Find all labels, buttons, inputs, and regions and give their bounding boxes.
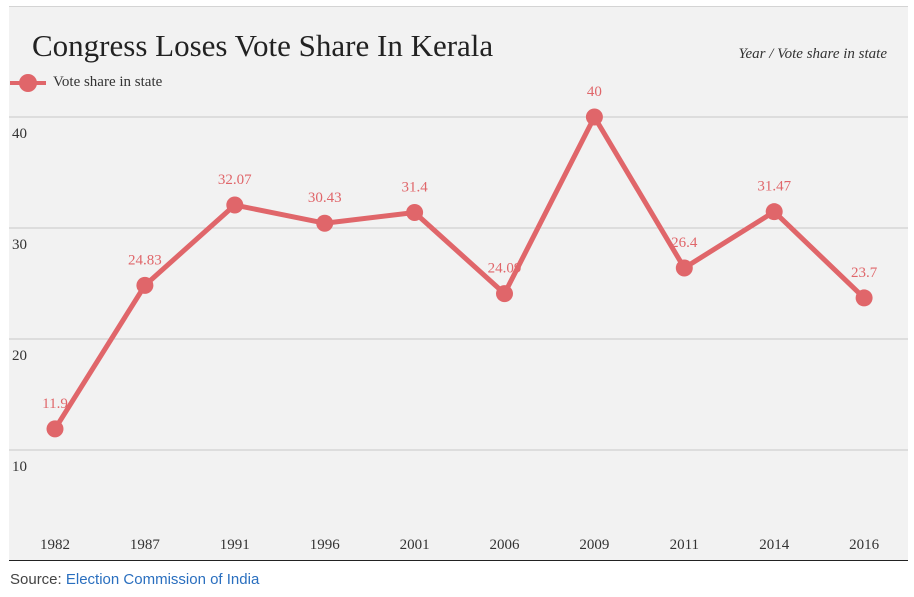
data-point xyxy=(765,203,783,221)
chart-title: Congress Loses Vote Share In Kerala xyxy=(32,28,494,63)
data-point xyxy=(226,196,244,214)
x-tick-label: 2014 xyxy=(759,537,790,553)
x-tick-label: 2001 xyxy=(400,537,430,553)
x-tick-label: 1996 xyxy=(310,537,341,553)
data-label: 40 xyxy=(587,84,602,100)
x-tick-label: 2016 xyxy=(849,537,880,553)
legend-label: Vote share in state xyxy=(53,74,163,90)
data-label: 23.7 xyxy=(851,265,878,281)
data-point xyxy=(855,289,873,307)
series-line xyxy=(52,114,867,432)
legend-dot-swatch xyxy=(19,74,37,92)
data-point xyxy=(496,285,513,303)
data-label: 24.09 xyxy=(488,261,522,277)
data-label: 31.4 xyxy=(401,179,428,195)
y-tick-label: 20 xyxy=(12,348,27,364)
data-label: 11.9 xyxy=(42,396,68,412)
data-point xyxy=(675,259,693,277)
data-point xyxy=(46,420,64,438)
data-label: 26.4 xyxy=(671,235,698,251)
data-point xyxy=(136,276,154,294)
data-point xyxy=(316,214,334,232)
chart-subtitle: Year / Vote share in state xyxy=(738,46,887,62)
x-tick-label: 1991 xyxy=(220,537,250,553)
x-tick-label: 1987 xyxy=(130,537,161,553)
data-point xyxy=(406,203,424,221)
x-tick-label: 2009 xyxy=(579,537,609,553)
y-tick-label: 40 xyxy=(12,126,27,142)
x-tick-label: 1982 xyxy=(40,537,70,553)
data-label: 31.47 xyxy=(757,179,791,195)
x-tick-label: 2006 xyxy=(490,537,521,553)
source-link[interactable]: Election Commission of India xyxy=(65,571,260,588)
y-tick-label: 30 xyxy=(12,237,27,253)
y-tick-label: 10 xyxy=(12,459,27,475)
data-label: 24.83 xyxy=(128,252,162,268)
chart-panel xyxy=(9,6,908,560)
data-label: 32.07 xyxy=(218,172,252,188)
data-point xyxy=(585,108,603,126)
data-label: 30.43 xyxy=(308,190,342,206)
source-prefix: Source: xyxy=(10,571,66,588)
source-note: Source: Election Commission of India xyxy=(10,571,259,588)
x-tick-label: 2011 xyxy=(670,537,699,553)
x-axis-baseline xyxy=(9,560,908,561)
